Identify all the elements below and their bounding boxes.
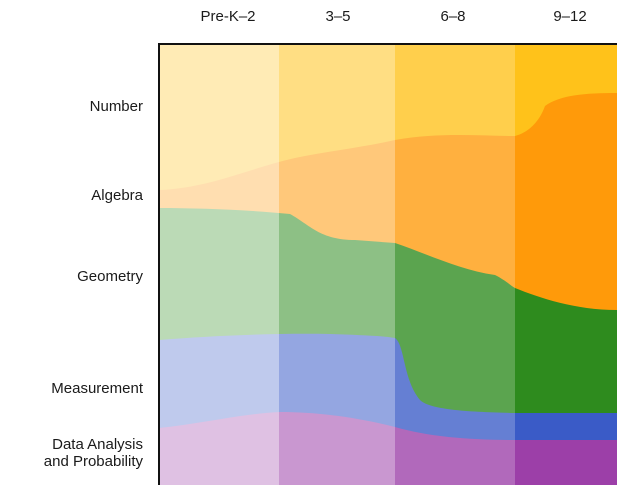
grade-label-6-8: 6–8	[440, 8, 466, 25]
strand-label-geometry: Geometry	[77, 268, 143, 285]
band-wash-6-8	[395, 44, 515, 485]
strand-label-number: Number	[89, 98, 143, 115]
grade-label-9-12: 9–12	[553, 8, 587, 25]
grade-label-3-5: 3–5	[325, 8, 351, 25]
grade-label-prek2: Pre-K–2	[200, 8, 256, 25]
band-wash-3-5	[279, 44, 395, 485]
strand-label-data-analysis-line2: and Probability	[43, 453, 143, 470]
strand-label-data-analysis-line1: Data Analysis	[52, 436, 143, 453]
strand-label-data-analysis: Data Analysis and Probability	[44, 436, 143, 470]
band-wash-prek2	[159, 44, 279, 485]
strand-label-measurement: Measurement	[51, 380, 143, 397]
strand-label-algebra: Algebra	[91, 187, 143, 204]
